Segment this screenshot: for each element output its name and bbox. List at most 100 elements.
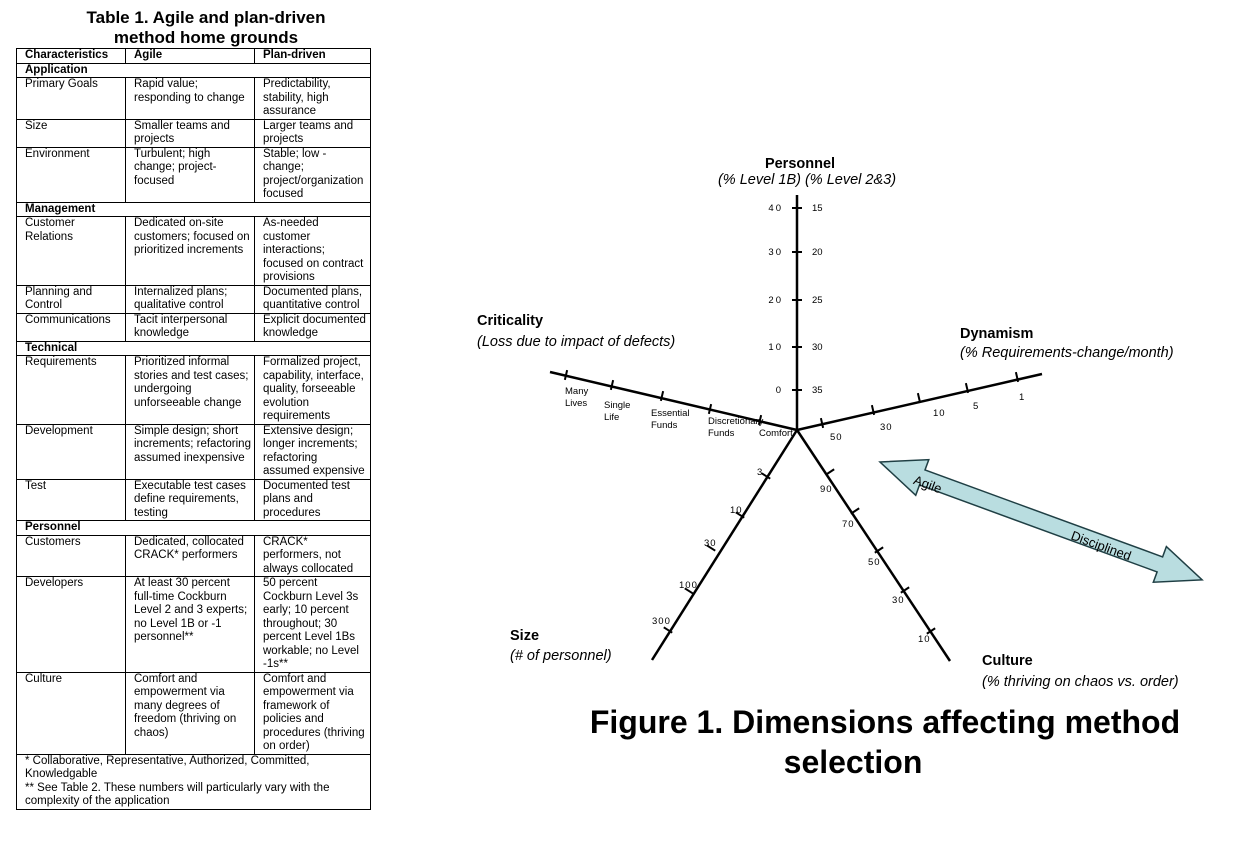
tick-mark: [964, 382, 970, 394]
tick-label: 15: [812, 203, 823, 214]
table-cell: Customer Relations: [16, 216, 126, 286]
table-cell: At least 30 percent full-time Cockburn L…: [125, 576, 255, 673]
table-cell: Formalized project, capability, interfac…: [254, 355, 371, 425]
title-line: Table 1. Agile and plan-driven: [86, 8, 326, 27]
tick-label: 100: [679, 580, 698, 591]
tick-mark: [825, 468, 835, 476]
table-cell: Developers: [16, 576, 126, 673]
table-cell: Comfort and empowerment via framework of…: [254, 671, 371, 755]
tick-label: 30: [768, 247, 783, 258]
table-row: Test Executable test cases define require…: [16, 478, 371, 521]
tick-mark: [563, 369, 569, 381]
table-cell: Stable; low -change; project/organizatio…: [254, 146, 371, 203]
tick-label: 1: [1019, 392, 1025, 403]
arrow-label: Disciplined: [1069, 528, 1133, 564]
axis-title: Culture: [982, 653, 1033, 669]
table-cell: Requirements: [16, 355, 126, 425]
tick-label-line: Funds: [708, 428, 735, 439]
table-cell: Dedicated on-site customers; focused on …: [125, 216, 255, 286]
table-cell: 50 percent Cockburn Level 3s early; 10 p…: [254, 576, 371, 673]
tick-label-line: Funds: [651, 420, 678, 431]
tick-label: 90: [820, 484, 833, 495]
tick-label: 30: [892, 595, 905, 606]
tick-label: Single Life: [604, 400, 630, 423]
axis-title: Criticality: [477, 313, 543, 329]
table-cell: Planning and Control: [16, 284, 126, 314]
tick-mark: [609, 379, 615, 391]
table-cell: Predictability, stability, high assuranc…: [254, 77, 371, 120]
double-arrow: [878, 458, 1204, 584]
title-line: method home grounds: [113, 28, 299, 47]
tick-mark: [874, 546, 884, 554]
tick-label: Discretionary Funds: [708, 416, 764, 439]
table-row: Communications Tacit interpersonal knowle…: [16, 312, 371, 342]
axis-title: Dynamism: [960, 326, 1033, 342]
tick-label: 10: [768, 342, 783, 353]
caption: Figure 1. Dimensions affecting method: [590, 704, 1180, 740]
agile-disciplined-arrow: Agile Disciplined: [878, 458, 1204, 584]
table-row: Development Simple design; short incremen…: [16, 423, 371, 480]
tick-label: 50: [868, 557, 881, 568]
tick-label: 40: [768, 203, 783, 214]
table-cell: Documented test plans and procedures: [254, 478, 371, 521]
table-row: Customers Dedicated, collocated CRACK* pe…: [16, 534, 371, 577]
table-cell: Internalized plans; qualitative control: [125, 284, 255, 314]
table-cell: Comfort and empowerment via many degrees…: [125, 671, 255, 755]
tick-label: 30: [880, 422, 893, 433]
section-row: Personnel: [16, 520, 371, 536]
table-row: Environment Turbulent; high change; proje…: [16, 146, 371, 203]
tick-label-line: Lives: [565, 398, 587, 409]
tick-mark: [663, 626, 673, 634]
tick-label: 5: [973, 401, 979, 412]
caption: selection: [784, 744, 923, 780]
axis: [549, 370, 798, 432]
table-cell: Environment: [16, 146, 126, 203]
table-cell: Explicit documented knowledge: [254, 312, 371, 342]
tick-label: 50: [830, 432, 843, 443]
footnote: ** See Table 2. These numbers will parti…: [25, 781, 330, 808]
footnote: * Collaborative, Representative, Authori…: [25, 754, 310, 781]
tick-mark: [916, 392, 922, 404]
footnotes: * Collaborative, Representative, Authori…: [16, 753, 371, 810]
tick-mark: [707, 403, 713, 415]
tick-label: Comfort: [759, 428, 793, 439]
tick-label: 30: [704, 538, 717, 549]
table-cell: Tacit interpersonal knowledge: [125, 312, 255, 342]
table-cell: Executable test cases define requirement…: [125, 478, 255, 521]
tick-mark: [659, 390, 665, 402]
axis: [795, 429, 952, 662]
axis-title: Personnel: [765, 156, 835, 172]
tick-mark: [684, 587, 694, 595]
tick-mark: [870, 404, 876, 416]
tick-mark: [735, 511, 745, 519]
table-row: Planning and Control Internalized plans; …: [16, 284, 371, 314]
tick-mark: [761, 472, 771, 480]
axis-subtitle: (Loss due to impact of defects): [477, 334, 675, 350]
tick-label: Many Lives: [565, 386, 588, 409]
axis-subtitle: (% Level 1B) (% Level 2&3): [718, 172, 896, 188]
tick-label: 0: [776, 385, 783, 396]
tick-label: 10: [730, 505, 743, 516]
tick-label-line: Life: [604, 412, 619, 423]
table-row: Size Smaller teams and projects Larger tea…: [16, 118, 371, 148]
tick-label: 20: [812, 247, 823, 258]
table-cell: Smaller teams and projects: [125, 118, 255, 148]
tick-label: 10: [918, 634, 931, 645]
footnote-row: * Collaborative, Representative, Authori…: [16, 753, 371, 810]
table-cell: Prioritized informal stories and test ca…: [125, 355, 255, 425]
table-row: Requirements Prioritized informal stories…: [16, 355, 371, 425]
table-cell: As-needed customer interactions; focused…: [254, 216, 371, 286]
tick-mark: [850, 507, 860, 515]
table-cell: Dedicated, collocated CRACK* performers: [125, 534, 255, 577]
tick-label-line: Comfort: [759, 428, 793, 439]
tick-label-line: Single: [604, 400, 630, 411]
axis-title: Size: [510, 628, 539, 644]
table-cell: CRACK* performers, not always collocated: [254, 534, 371, 577]
tick-mark: [706, 544, 716, 552]
tick-label: 25: [812, 295, 823, 306]
tick-label: 30: [812, 342, 823, 353]
table-cell: Simple design; short increments; refacto…: [125, 423, 255, 480]
axis-subtitle: (# of personnel): [510, 648, 612, 664]
table-cell: Development: [16, 423, 126, 480]
